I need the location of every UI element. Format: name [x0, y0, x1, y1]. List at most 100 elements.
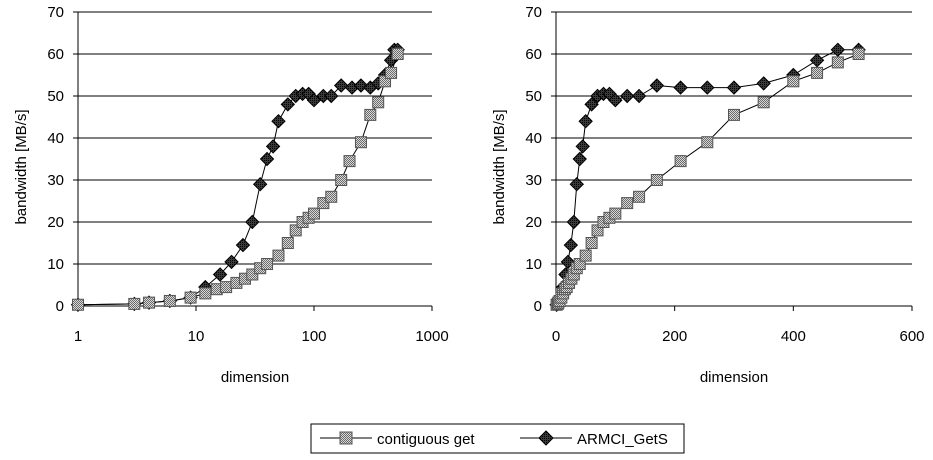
data-point-contiguous-get	[585, 237, 598, 249]
data-point-contiguous-get	[308, 207, 320, 220]
data-point-contiguous-get	[220, 281, 233, 294]
y-tick-label: 20	[525, 214, 542, 231]
data-point-armci-gets	[271, 113, 286, 129]
data-point-armci-gets	[280, 97, 296, 112]
data-point-contiguous-get	[261, 258, 274, 270]
data-point-contiguous-get	[184, 291, 197, 304]
legend-box	[310, 423, 685, 454]
data-point-contiguous-get	[163, 294, 176, 307]
data-point-armci-gets	[726, 80, 742, 95]
data-point-contiguous-get	[354, 136, 367, 149]
data-point-armci-gets	[569, 176, 584, 192]
data-point-armci-gets	[584, 97, 599, 112]
data-point-armci-gets	[353, 78, 369, 93]
data-point-contiguous-get	[609, 207, 622, 220]
y-tick-label: 60	[47, 46, 64, 63]
data-point-armci-gets	[245, 214, 260, 230]
data-point-contiguous-get	[325, 190, 338, 203]
data-point-armci-gets	[608, 92, 623, 108]
data-point-contiguous-get	[728, 108, 740, 121]
data-point-contiguous-get	[579, 249, 592, 262]
y-tick-label: 40	[47, 130, 64, 147]
legend-item-armci-gets: ARMCI_GetS	[520, 430, 668, 448]
x-axis-title: dimension	[221, 369, 289, 386]
y-tick-label: 60	[525, 46, 542, 63]
data-point-contiguous-get	[143, 296, 156, 309]
data-point-armci-gets	[235, 237, 251, 253]
y-tick-label: 70	[525, 4, 542, 21]
data-point-contiguous-get	[379, 75, 392, 88]
data-point-contiguous-get	[811, 66, 824, 79]
x-tick-label: 100	[301, 328, 326, 345]
y-tick-label: 0	[534, 298, 542, 315]
data-point-armci-gets	[252, 176, 268, 192]
legend-label-armci-gets: ARMCI_GetS	[577, 431, 668, 448]
data-point-armci-gets	[333, 78, 349, 93]
data-point-contiguous-get	[701, 136, 714, 149]
data-point-armci-gets	[212, 267, 228, 282]
y-axis-title: bandwidth [MB/s]	[13, 109, 30, 224]
legend-item-contiguous-get: contiguous get	[320, 431, 475, 448]
data-point-contiguous-get	[289, 224, 302, 237]
data-point-contiguous-get	[281, 237, 294, 249]
x-tick-label: 600	[899, 328, 924, 345]
data-point-armci-gets	[700, 80, 715, 95]
x-tick-label: 1000	[415, 328, 448, 345]
legend-diamond-marker-icon	[538, 430, 554, 446]
data-point-armci-gets	[649, 78, 665, 93]
x-axis-title: dimension	[700, 369, 768, 386]
data-point-contiguous-get	[128, 297, 141, 310]
data-point-armci-gets	[265, 139, 281, 154]
data-point-contiguous-get	[343, 155, 356, 168]
legend: contiguous get ARMCI_GetS	[310, 423, 685, 454]
data-point-armci-gets	[830, 42, 846, 58]
data-point-armci-gets	[324, 88, 339, 104]
chart-right: 0 10 20 30 40 50 60 70 0 200 400 600 dimension bandwi…	[491, 4, 925, 386]
y-tick-label: 10	[525, 256, 542, 273]
data-point-armci-gets	[566, 214, 582, 230]
x-tick-label: 10	[188, 328, 205, 345]
data-point-armci-gets	[259, 151, 275, 167]
y-tick-label: 50	[525, 88, 542, 105]
data-point-contiguous-get	[272, 249, 285, 262]
data-point-armci-gets	[224, 254, 239, 270]
data-point-armci-gets	[631, 88, 647, 104]
legend-label-contiguous-get: contiguous get	[377, 431, 475, 448]
data-point-contiguous-get	[335, 174, 348, 186]
y-tick-label: 20	[47, 214, 64, 231]
y-axis-title: bandwidth [MB/s]	[491, 109, 508, 224]
data-point-armci-gets	[575, 139, 590, 154]
chart-left: 0 10 20 30 40 50 60 70 1 10 100 1000 dimension bandwi…	[13, 4, 449, 386]
data-point-contiguous-get	[787, 75, 800, 88]
data-point-contiguous-get	[633, 190, 646, 203]
data-point-contiguous-get	[391, 48, 404, 60]
data-point-contiguous-get	[385, 66, 398, 79]
data-point-armci-gets	[619, 88, 635, 104]
data-point-contiguous-get	[852, 48, 865, 60]
data-point-armci-gets	[809, 53, 825, 68]
y-tick-label: 30	[525, 172, 542, 189]
data-point-armci-gets	[673, 80, 688, 95]
data-point-contiguous-get	[72, 298, 84, 311]
y-tick-label: 50	[47, 88, 64, 105]
y-tick-label: 30	[47, 172, 64, 189]
data-point-armci-gets	[756, 76, 771, 91]
legend-square-marker-icon	[339, 431, 353, 445]
data-point-contiguous-get	[831, 56, 844, 69]
data-point-contiguous-get	[372, 96, 385, 109]
y-tick-label: 70	[47, 4, 64, 21]
y-tick-label: 10	[47, 256, 64, 273]
data-point-armci-gets	[578, 113, 593, 129]
data-point-contiguous-get	[246, 268, 259, 281]
x-tick-label: 400	[781, 328, 806, 345]
data-point-contiguous-get	[317, 197, 330, 210]
data-point-contiguous-get	[650, 174, 663, 186]
data-point-contiguous-get	[199, 287, 212, 300]
x-tick-label: 0	[552, 328, 560, 345]
x-tick-label: 1	[74, 328, 82, 345]
x-tick-label: 200	[662, 328, 687, 345]
data-point-contiguous-get	[757, 96, 770, 109]
y-tick-label: 0	[56, 298, 64, 315]
data-point-contiguous-get	[621, 197, 634, 210]
